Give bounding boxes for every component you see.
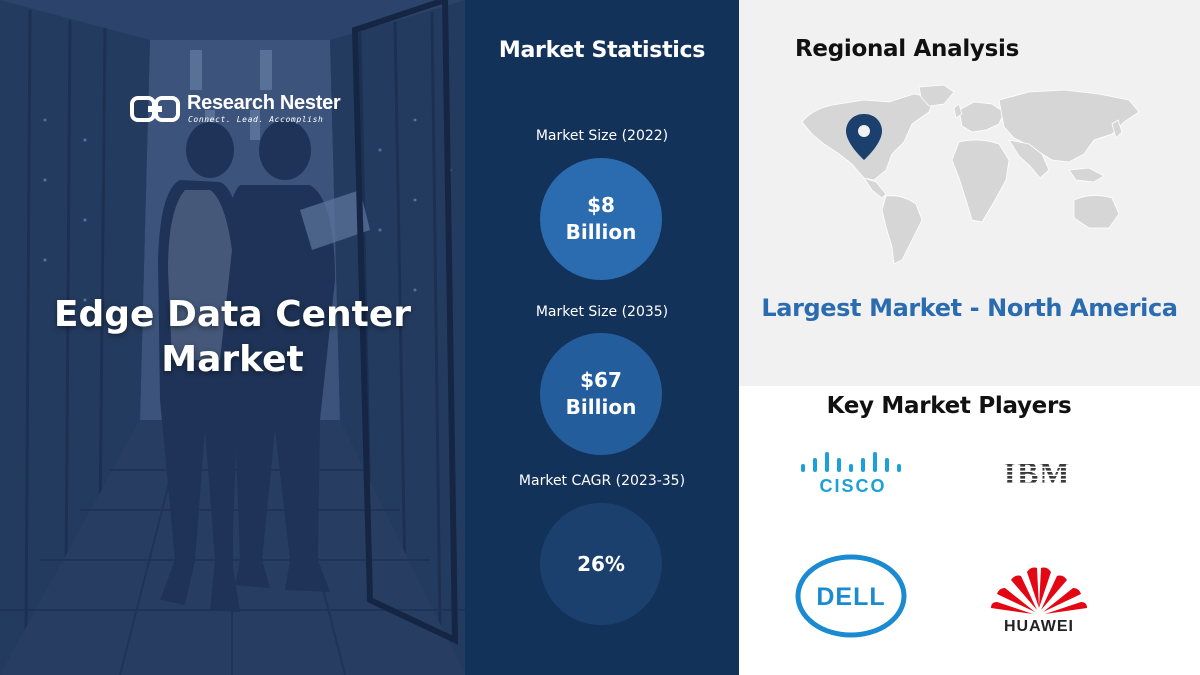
stat-value-line-1: $8 bbox=[587, 193, 615, 217]
research-nester-logo: Research Nester Connect. Lead. Accomplis… bbox=[130, 92, 341, 128]
hero-panel: Research Nester Connect. Lead. Accomplis… bbox=[0, 0, 465, 675]
stat-circle-market-size-2022: $8 Billion bbox=[540, 158, 662, 280]
market-statistics-panel: Market Statistics Market Size (2022) $8 … bbox=[465, 0, 739, 675]
map-pin-icon bbox=[846, 114, 882, 160]
world-map-icon bbox=[801, 84, 1140, 265]
cisco-logo-text: CISCO bbox=[819, 476, 886, 496]
key-market-players-panel: Key Market Players CISCO IBM DELL bbox=[739, 386, 1200, 675]
stat-value-line-1: 26% bbox=[577, 551, 625, 576]
largest-market-label: Largest Market - North America bbox=[761, 294, 1178, 322]
stat-circle-market-cagr: 26% bbox=[540, 503, 662, 625]
regional-analysis-title: Regional Analysis bbox=[795, 36, 1019, 62]
key-market-players-title: Key Market Players bbox=[826, 393, 1072, 419]
dell-logo: DELL bbox=[795, 554, 907, 638]
page-title: Edge Data Center Market bbox=[0, 292, 465, 382]
brand-mark-icon bbox=[130, 96, 180, 122]
brand-name: Research Nester bbox=[187, 92, 341, 114]
stat-circle-market-size-2035: $67 Billion bbox=[540, 333, 662, 455]
stat-value-line-2: Billion bbox=[565, 220, 637, 244]
stat-label-market-cagr: Market CAGR (2023-35) bbox=[518, 473, 686, 489]
ibm-logo-text: IBM bbox=[1004, 456, 1071, 490]
page-title-line-1: Edge Data Center bbox=[53, 294, 412, 335]
market-statistics-title: Market Statistics bbox=[498, 38, 706, 63]
regional-analysis-panel: Regional Analysis bbox=[739, 0, 1200, 386]
brand-tagline: Connect. Lead. Accomplish bbox=[188, 115, 324, 124]
dell-logo-text: DELL bbox=[816, 583, 885, 611]
ibm-logo: IBM bbox=[1004, 456, 1071, 490]
stat-label-market-size-2035: Market Size (2035) bbox=[535, 304, 669, 320]
stat-value-line-1: $67 bbox=[580, 368, 622, 392]
stat-value-line-2: Billion bbox=[565, 395, 637, 419]
huawei-logo: HUAWEI bbox=[991, 567, 1087, 634]
stat-label-market-size-2022: Market Size (2022) bbox=[535, 128, 669, 144]
huawei-logo-text: HUAWEI bbox=[1004, 618, 1074, 634]
server-room-background bbox=[0, 0, 465, 675]
page-title-line-2: Market bbox=[161, 339, 304, 380]
hero-overlay bbox=[0, 0, 465, 675]
cisco-logo: CISCO bbox=[801, 452, 901, 496]
